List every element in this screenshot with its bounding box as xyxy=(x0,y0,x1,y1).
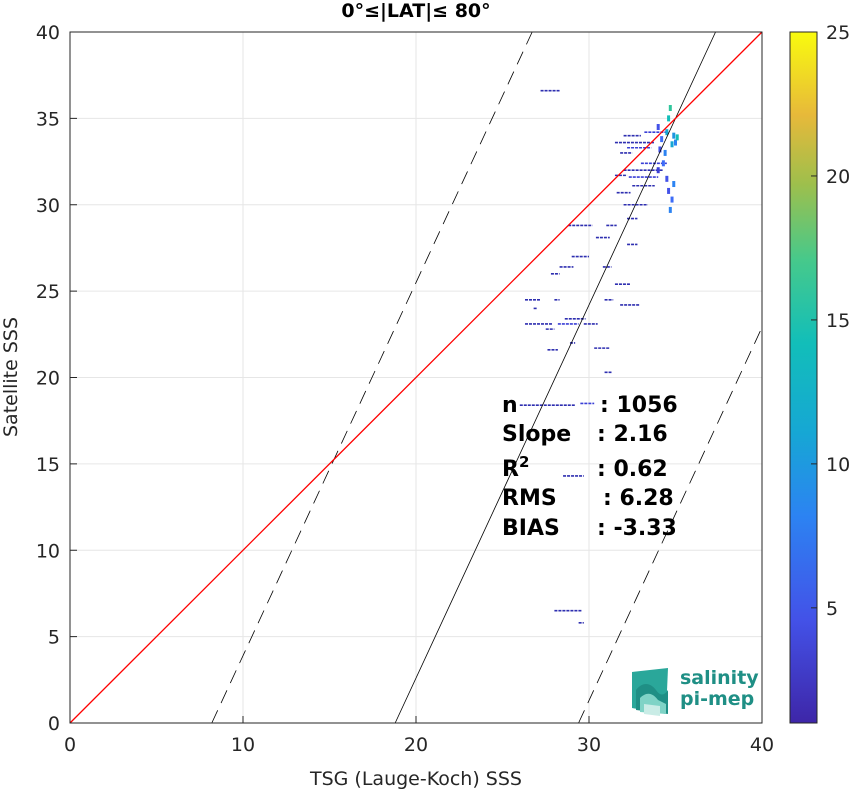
colorbar-gradient xyxy=(789,31,818,724)
data-point xyxy=(661,160,665,167)
y-axis-ticks: 0 5 10 15 20 25 30 35 40 xyxy=(36,22,77,735)
chart-title: 0°≤|LAT|≤ 80° xyxy=(341,0,490,22)
x-tick-label: 0 xyxy=(64,734,76,756)
x-tick-label: 20 xyxy=(404,734,428,756)
logo-text-line2: pi-mep xyxy=(680,688,754,710)
data-point xyxy=(667,187,671,194)
stat-label: Slope xyxy=(502,422,571,447)
stat-value: : 6.28 xyxy=(603,486,674,511)
colorbar-tick-label: 10 xyxy=(826,454,850,476)
data-point xyxy=(656,167,660,174)
one-to-one-line xyxy=(69,31,763,724)
y-tick-label: 35 xyxy=(36,108,60,130)
logo-waves-icon xyxy=(632,668,668,716)
stat-label: BIAS xyxy=(502,516,560,541)
y-tick-label: 30 xyxy=(36,195,60,217)
y-tick-label: 25 xyxy=(36,281,60,303)
colorbar-tick-label: 25 xyxy=(826,22,850,44)
stat-value: : -3.33 xyxy=(597,516,677,541)
stat-label: RMS xyxy=(502,486,557,511)
colorbar-tick-label: 5 xyxy=(826,598,838,620)
colorbar-ticks: 5 10 15 20 25 xyxy=(811,22,850,620)
y-tick-label: 5 xyxy=(48,627,60,649)
data-point xyxy=(670,196,674,203)
stats-box: n : 1056 Slope : 2.16 R2 : 0.62 RMS : 6.28 BIAS:… xyxy=(502,393,678,541)
stat-superscript: 2 xyxy=(519,453,529,471)
data-point xyxy=(658,146,662,153)
data-point xyxy=(663,149,667,156)
data-point xyxy=(665,175,669,182)
stat-value: : 1056 xyxy=(600,393,678,418)
data-point xyxy=(672,132,676,139)
upper-bound-line xyxy=(211,31,533,724)
stat-value: : 2.16 xyxy=(597,422,668,447)
data-marks xyxy=(519,89,679,624)
data-point xyxy=(670,141,674,148)
data-point xyxy=(665,129,669,136)
y-axis-label: Satellite SSS xyxy=(0,317,22,437)
data-point xyxy=(660,136,664,143)
x-tick-label: 40 xyxy=(750,734,774,756)
data-point xyxy=(672,181,676,188)
y-tick-label: 0 xyxy=(48,713,60,735)
lower-bound-line xyxy=(578,327,763,724)
logo-text-line1: salinity xyxy=(680,667,759,689)
fit-line xyxy=(394,31,716,724)
data-point xyxy=(656,124,660,131)
x-axis-label: TSG (Lauge-Koch) SSS xyxy=(309,768,522,790)
colorbar-tick-label: 15 xyxy=(826,310,850,332)
stat-label: R2 xyxy=(502,453,529,482)
data-point xyxy=(674,139,677,146)
x-axis-ticks: 0 10 20 30 40 xyxy=(64,716,774,756)
x-tick-label: 10 xyxy=(231,734,255,756)
y-tick-label: 40 xyxy=(36,22,60,44)
x-tick-label: 30 xyxy=(577,734,601,756)
y-tick-label: 15 xyxy=(36,454,60,476)
stat-label: n xyxy=(502,393,518,418)
salinity-pi-mep-logo: salinity pi-mep xyxy=(632,667,759,716)
data-point xyxy=(675,134,679,141)
data-point xyxy=(667,115,671,122)
colorbar-tick-label: 20 xyxy=(826,166,850,188)
y-tick-label: 20 xyxy=(36,368,60,390)
data-point xyxy=(668,206,672,213)
colorbar: 5 10 15 20 25 xyxy=(789,22,850,724)
stat-value: : 0.62 xyxy=(597,457,668,482)
data-point xyxy=(668,105,672,112)
reference-lines xyxy=(69,31,763,724)
y-tick-label: 10 xyxy=(36,540,60,562)
